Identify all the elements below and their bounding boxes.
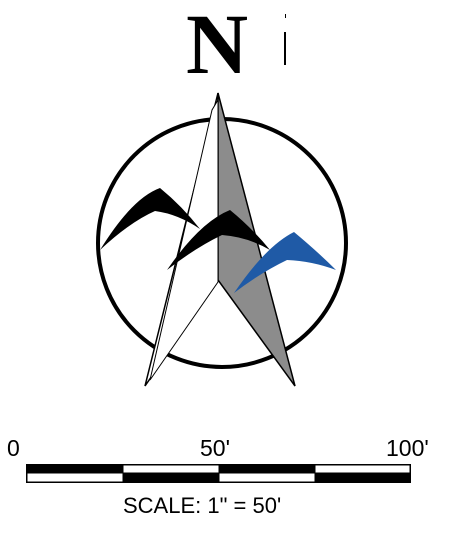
bird-center-icon	[167, 210, 270, 270]
scale-segment-1-bottom	[26, 472, 124, 483]
scale-segment-4-bottom	[315, 473, 410, 482]
bird-left-icon	[100, 188, 200, 250]
scale-segment-4-top	[314, 464, 411, 474]
scale-label-50: 50'	[200, 435, 230, 461]
north-letter: N	[186, 0, 249, 92]
tick-mark-small	[285, 14, 286, 18]
scale-segment-2-bottom	[123, 473, 219, 482]
scale-caption: SCALE: 1" = 50'	[123, 493, 282, 518]
bird-blue-icon	[234, 232, 336, 293]
tick-mark	[284, 32, 286, 65]
scale-segment-1-top	[27, 465, 123, 473]
scale-label-100: 100'	[386, 435, 429, 461]
scale-label-0: 0	[7, 435, 20, 461]
scale-bar	[26, 464, 411, 483]
scale-segment-3-bottom	[218, 472, 316, 483]
scale-segment-2-top	[122, 464, 220, 474]
scale-segment-3-top	[219, 465, 315, 473]
